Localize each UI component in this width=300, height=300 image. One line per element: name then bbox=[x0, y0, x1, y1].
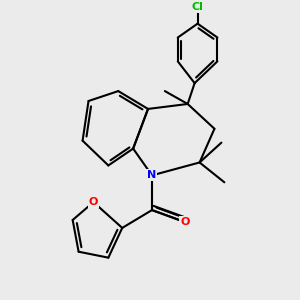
Text: O: O bbox=[180, 217, 189, 227]
Text: N: N bbox=[147, 170, 157, 180]
Text: O: O bbox=[89, 197, 98, 207]
Text: Cl: Cl bbox=[192, 2, 203, 12]
